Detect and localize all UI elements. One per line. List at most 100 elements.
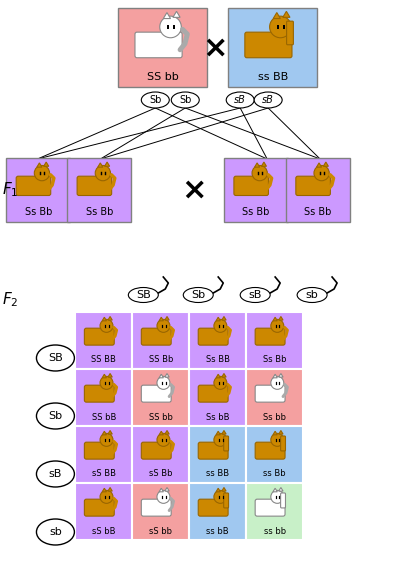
Text: ss bb: ss bb [263,526,286,536]
FancyBboxPatch shape [286,158,350,222]
Circle shape [314,165,329,181]
Polygon shape [173,12,180,17]
Text: SB: SB [136,290,151,300]
Polygon shape [44,162,49,166]
Polygon shape [216,431,221,435]
FancyBboxPatch shape [189,426,246,483]
Polygon shape [323,162,328,166]
FancyBboxPatch shape [132,483,189,540]
Polygon shape [108,373,112,377]
Circle shape [160,16,181,38]
Circle shape [157,319,170,332]
Text: Sb: Sb [49,411,63,421]
Polygon shape [108,430,112,434]
Polygon shape [273,488,277,492]
Ellipse shape [36,519,75,545]
Circle shape [214,319,227,332]
FancyBboxPatch shape [198,385,228,402]
FancyBboxPatch shape [141,385,171,402]
Polygon shape [216,374,221,378]
Text: Ss bB: Ss bB [206,412,229,422]
FancyBboxPatch shape [67,158,132,222]
FancyBboxPatch shape [75,483,132,540]
Text: SS bb: SS bb [149,412,173,422]
Circle shape [100,376,113,389]
FancyBboxPatch shape [245,32,292,58]
FancyBboxPatch shape [84,385,114,402]
Polygon shape [102,317,107,321]
FancyBboxPatch shape [118,8,207,87]
Polygon shape [279,430,283,434]
Text: Ss bb: Ss bb [263,412,286,422]
Polygon shape [261,162,267,166]
Polygon shape [279,373,283,377]
Circle shape [271,376,284,389]
FancyBboxPatch shape [75,426,132,483]
Polygon shape [165,373,169,377]
FancyBboxPatch shape [6,158,71,222]
Polygon shape [98,163,103,167]
Polygon shape [222,373,226,377]
Text: sS bb: sS bb [149,526,172,536]
Circle shape [157,376,170,389]
Ellipse shape [128,287,158,302]
FancyBboxPatch shape [84,442,114,459]
Polygon shape [165,487,169,491]
Text: sB: sB [262,95,274,105]
Polygon shape [222,316,226,320]
Polygon shape [279,487,283,491]
FancyBboxPatch shape [246,483,303,540]
Text: SS Bb: SS Bb [149,355,173,365]
Text: sS bB: sS bB [92,526,115,536]
Polygon shape [222,487,226,491]
Text: sB: sB [234,95,246,105]
Text: Sb: Sb [191,290,205,300]
Polygon shape [222,430,226,434]
Polygon shape [273,317,277,321]
Ellipse shape [36,345,75,371]
FancyBboxPatch shape [198,499,228,516]
Text: sS BB: sS BB [92,469,116,479]
Polygon shape [108,316,112,320]
Ellipse shape [254,92,282,108]
Circle shape [95,165,111,181]
Text: sS Bb: sS Bb [149,469,172,479]
Polygon shape [165,430,169,434]
Circle shape [100,490,113,503]
Text: ss BB: ss BB [257,72,288,82]
FancyBboxPatch shape [287,21,294,45]
Text: Ss Bb: Ss Bb [243,207,270,217]
Polygon shape [216,488,221,492]
FancyBboxPatch shape [228,8,317,87]
Ellipse shape [36,403,75,429]
Text: $F_2$: $F_2$ [2,291,19,309]
Polygon shape [283,12,290,17]
FancyBboxPatch shape [281,493,286,508]
FancyBboxPatch shape [224,158,288,222]
Text: Ss Bb: Ss Bb [263,355,286,365]
FancyBboxPatch shape [281,436,286,451]
FancyBboxPatch shape [132,369,189,426]
Polygon shape [159,374,164,378]
FancyBboxPatch shape [189,369,246,426]
FancyBboxPatch shape [255,442,285,459]
Circle shape [271,490,284,503]
FancyBboxPatch shape [224,493,229,508]
Circle shape [271,319,284,332]
Polygon shape [165,316,169,320]
Text: SB: SB [48,353,63,363]
FancyBboxPatch shape [246,312,303,369]
Text: Ss Bb: Ss Bb [25,207,52,217]
Polygon shape [102,488,107,492]
Polygon shape [108,487,112,491]
Polygon shape [316,163,322,167]
Text: sb: sb [306,290,318,300]
FancyBboxPatch shape [189,312,246,369]
Ellipse shape [141,92,169,108]
Circle shape [214,490,227,503]
Polygon shape [273,13,280,18]
Circle shape [100,433,113,446]
Polygon shape [216,317,221,321]
FancyBboxPatch shape [234,176,268,195]
Polygon shape [105,162,109,166]
